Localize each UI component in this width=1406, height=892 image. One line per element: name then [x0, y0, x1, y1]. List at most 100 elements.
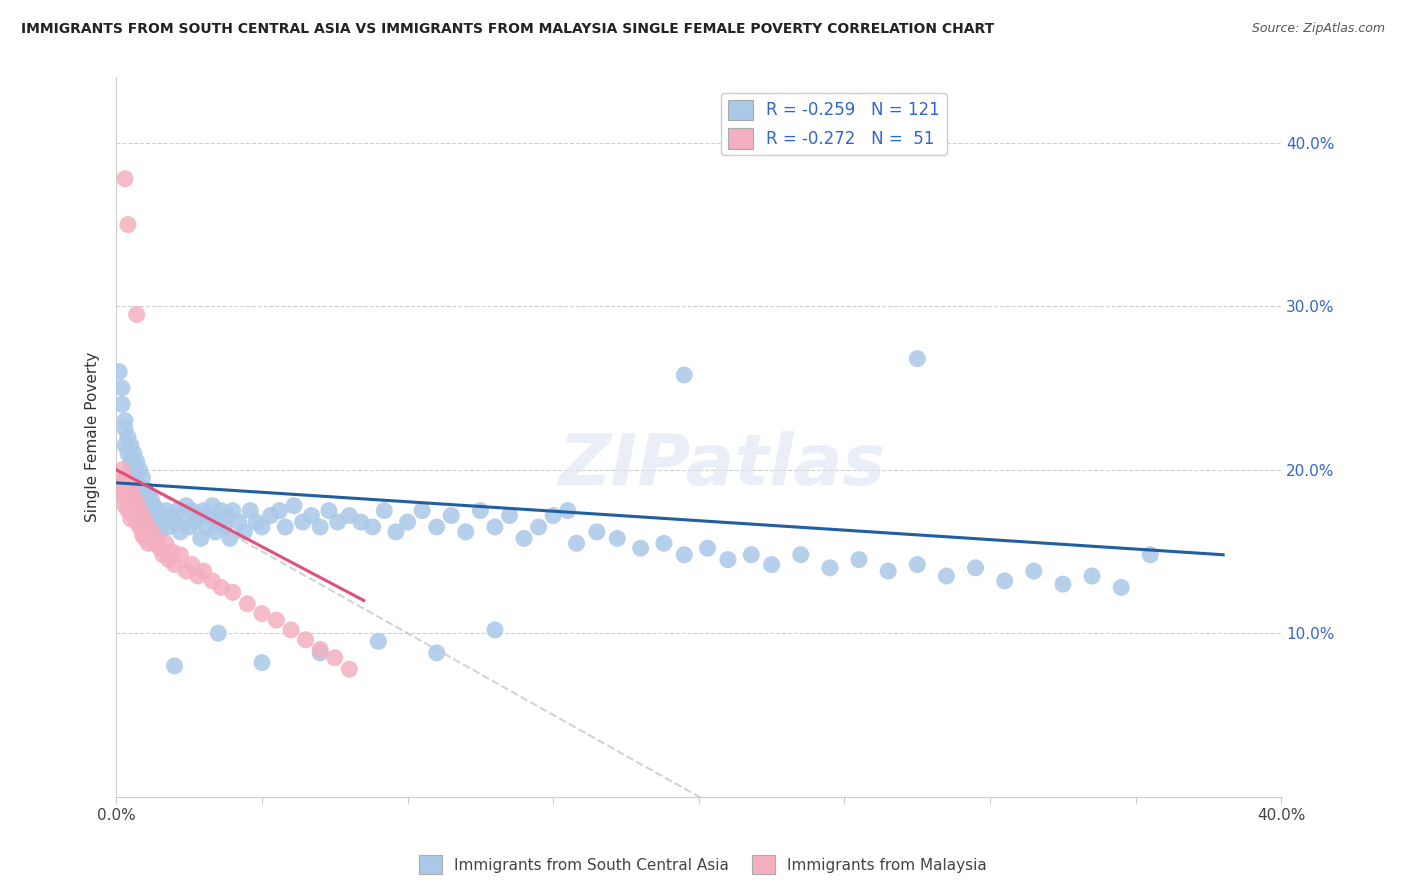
Point [122, 508, 145, 523]
Point [426, 646, 449, 660]
Point [152, 515, 174, 529]
Point [114, 438, 136, 452]
Point [385, 524, 408, 539]
Point [146, 532, 169, 546]
Point [440, 508, 463, 523]
Point [527, 520, 550, 534]
Point [586, 524, 609, 539]
Point [120, 495, 142, 509]
Point [181, 558, 204, 572]
Point [114, 422, 136, 436]
Point [239, 503, 262, 517]
Point [557, 503, 579, 517]
Point [218, 532, 240, 546]
Point [146, 520, 169, 534]
Point [1022, 564, 1045, 578]
Point [245, 515, 267, 529]
Point [117, 430, 139, 444]
Point [134, 499, 156, 513]
Point [673, 368, 696, 382]
Point [250, 520, 273, 534]
Point [108, 365, 131, 379]
Point [250, 656, 273, 670]
Point [367, 634, 389, 648]
Point [125, 487, 148, 501]
Point [131, 492, 153, 507]
Point [136, 520, 159, 534]
Point [326, 515, 349, 529]
Point [222, 503, 245, 517]
Point [174, 499, 197, 513]
Point [309, 646, 332, 660]
Point [136, 503, 159, 517]
Point [652, 536, 675, 550]
Point [125, 515, 148, 529]
Point [818, 561, 841, 575]
Point [143, 499, 166, 513]
Y-axis label: Single Female Poverty: Single Female Poverty [86, 352, 100, 522]
Point [125, 495, 148, 509]
Point [160, 508, 183, 523]
Point [323, 650, 346, 665]
Point [108, 487, 131, 501]
Point [337, 662, 360, 676]
Point [259, 508, 281, 523]
Point [274, 520, 297, 534]
Point [128, 479, 150, 493]
Point [163, 558, 186, 572]
Point [125, 454, 148, 468]
Point [207, 626, 229, 640]
Point [318, 503, 340, 517]
Point [149, 508, 172, 523]
Point [201, 499, 224, 513]
Point [131, 508, 153, 523]
Point [195, 520, 218, 534]
Point [541, 508, 564, 523]
Point [134, 515, 156, 529]
Point [174, 564, 197, 578]
Point [740, 548, 762, 562]
Point [1052, 577, 1074, 591]
Legend: Immigrants from South Central Asia, Immigrants from Malaysia: Immigrants from South Central Asia, Immi… [413, 849, 993, 880]
Point [125, 466, 148, 480]
Point [209, 503, 232, 517]
Point [125, 308, 148, 322]
Point [108, 471, 131, 485]
Point [565, 536, 588, 550]
Point [177, 520, 200, 534]
Point [152, 548, 174, 562]
Point [269, 503, 291, 517]
Point [141, 492, 163, 507]
Point [149, 541, 172, 556]
Point [396, 515, 419, 529]
Point [250, 607, 273, 621]
Point [198, 508, 221, 523]
Point [111, 463, 134, 477]
Point [236, 597, 259, 611]
Point [484, 520, 506, 534]
Point [193, 503, 215, 517]
Point [193, 564, 215, 578]
Point [215, 508, 238, 523]
Point [848, 552, 870, 566]
Point [143, 536, 166, 550]
Point [166, 503, 188, 517]
Point [280, 623, 302, 637]
Point [184, 515, 207, 529]
Point [291, 515, 314, 529]
Point [965, 561, 987, 575]
Point [157, 552, 180, 566]
Point [994, 574, 1017, 588]
Point [146, 503, 169, 517]
Point [169, 524, 191, 539]
Point [163, 515, 186, 529]
Point [149, 524, 172, 539]
Point [131, 528, 153, 542]
Text: ZIPatlas: ZIPatlas [558, 432, 886, 500]
Point [283, 499, 305, 513]
Point [209, 581, 232, 595]
Point [222, 585, 245, 599]
Point [117, 475, 139, 490]
Point [513, 532, 536, 546]
Point [134, 532, 156, 546]
